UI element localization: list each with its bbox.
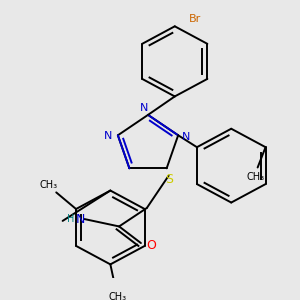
Text: N: N (140, 103, 148, 112)
Text: H: H (67, 214, 74, 224)
Text: CH₃: CH₃ (39, 180, 57, 190)
Text: O: O (146, 239, 156, 252)
Text: N: N (104, 131, 112, 141)
Text: CH₃: CH₃ (247, 172, 265, 182)
Text: N: N (76, 214, 85, 226)
Text: N: N (182, 132, 190, 142)
Text: CH₃: CH₃ (108, 292, 126, 300)
Text: S: S (165, 173, 172, 186)
Text: Br: Br (188, 14, 201, 24)
